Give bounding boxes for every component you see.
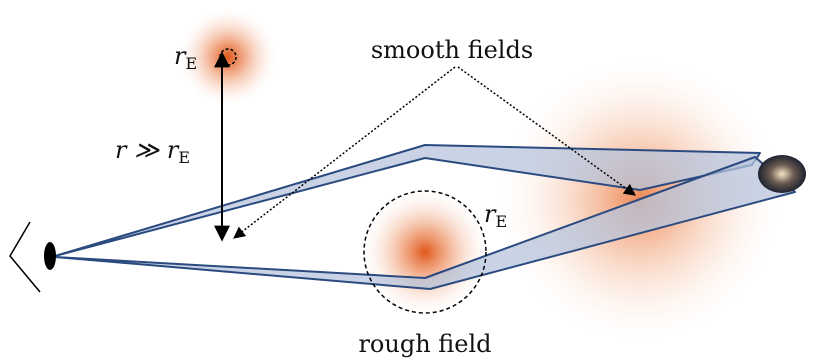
symbol: r ≫ r — [115, 136, 180, 164]
subscript: E — [185, 54, 197, 73]
diagram: smooth fields rough field rE rE r ≫ rE — [0, 0, 813, 361]
label: smooth fields — [371, 36, 533, 64]
label: rough field — [358, 330, 491, 358]
eye — [10, 222, 56, 292]
subscript: E — [178, 148, 190, 167]
galaxy — [758, 155, 806, 193]
subscript: E — [495, 212, 507, 231]
math-label: r ≫ rE — [115, 136, 190, 167]
